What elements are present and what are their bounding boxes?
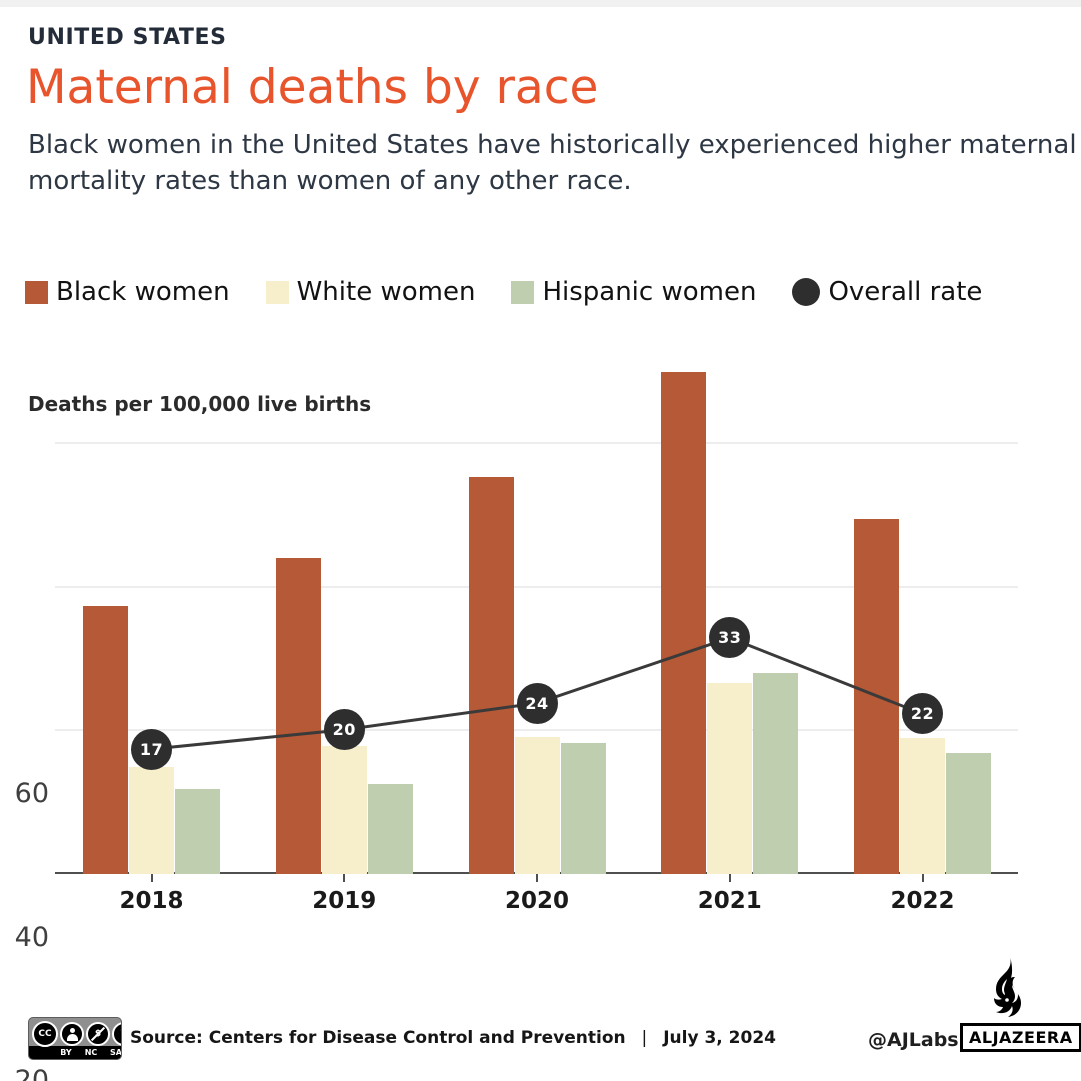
cc-sa-icon: ↻ [112,1022,121,1046]
x-tick [921,874,924,882]
overall-rate-marker-2022: 22 [902,693,943,735]
x-tick-label-2022: 2022 [890,888,955,914]
bar-white-women-2022 [900,737,945,874]
cc-license-badge: CC $ ↻ BY NC SA [28,1017,122,1060]
bar-black-women-2020 [468,477,514,874]
subtitle-line-2: mortality rates than women of any other … [28,166,632,196]
source-label: Source: [130,1028,203,1048]
bar-hispanic-women-2021 [753,673,799,874]
chart-legend: Black women White women Hispanic women Over… [25,277,982,307]
legend-swatch-square [25,280,48,304]
bar-black-women-2022 [854,518,899,874]
bar-black-women-2021 [661,372,707,874]
subtitle-line-1: Black women in the United States have hi… [28,130,1077,160]
chart: Deaths per 100,000 live births 2018 2019 2… [0,352,1081,1081]
overall-rate-value: 24 [525,693,549,713]
ajlabs-credit: @AJLabs [868,1029,959,1051]
legend-swatch-circle [792,278,821,306]
overall-rate-value: 33 [718,628,742,648]
aljazeera-wordmark: ALJAZEERA [960,1023,1081,1052]
legend-swatch-square [265,280,289,304]
y-tick-label-40: 40 [14,921,49,953]
bar-hispanic-women-2022 [946,752,991,874]
x-tick-label-2019: 2019 [312,888,377,914]
bar-hispanic-women-2018 [175,789,220,874]
kicker: UNITED STATES [28,25,227,50]
overall-rate-marker-2019: 20 [323,709,365,751]
y-tick-label-20: 20 [14,1065,49,1081]
cc-sa-label: SA [110,1048,122,1057]
legend-item-hispanic-women: Hispanic women [511,277,756,307]
overall-rate-value: 20 [332,720,356,740]
y-tick-label-60: 60 [14,778,49,810]
bar-black-women-2018 [83,606,128,874]
source-text: Centers for Disease Control and Preventi… [208,1028,626,1048]
x-tick-label-2020: 2020 [504,888,569,914]
source-line: Source: Centers for Disease Control and … [130,1028,776,1048]
overall-rate-marker-2020: 24 [516,682,558,724]
overall-rate-value: 22 [910,704,935,724]
bar-hispanic-women-2020 [560,743,606,874]
gridline-40 [55,585,1018,588]
y-axis-title: Deaths per 100,000 live births [28,392,372,416]
cc-by-label: BY [60,1048,72,1057]
bar-white-women-2019 [321,745,367,874]
legend-item-white-women: White women [265,277,476,307]
aljazeera-flame-icon [993,957,1021,1017]
cc-by-icon [60,1022,84,1046]
legend-label: White women [296,277,476,307]
bar-white-women-2020 [514,736,560,874]
x-tick [150,874,153,882]
cc-nc-icon: $ [86,1022,110,1046]
subtitle: Black women in the United States have hi… [28,127,1077,199]
legend-label: Hispanic women [542,277,757,307]
x-tick [536,874,538,882]
cc-nc-label: NC [84,1048,98,1057]
legend-label: Overall rate [828,277,983,307]
legend-item-black-women: Black women [25,277,230,307]
bar-hispanic-women-2019 [367,783,413,874]
legend-label: Black women [56,277,230,307]
gridline-60 [55,442,1018,445]
bar-white-women-2021 [707,683,753,874]
overall-rate-value: 17 [139,739,164,759]
page-title: Maternal deaths by race [26,60,599,115]
x-tick-label-2018: 2018 [119,888,184,914]
source-divider: | [641,1028,648,1048]
aljazeera-logo: ALJAZEERA [960,957,1081,1052]
legend-swatch-square [511,280,535,304]
overall-rate-marker-2021: 33 [709,617,751,659]
legend-item-overall-rate: Overall rate [792,277,982,307]
top-strip [0,0,1081,7]
source-date: July 3, 2024 [663,1028,776,1048]
x-tick [343,874,346,882]
cc-strip [29,1046,121,1059]
bar-black-women-2019 [275,558,321,874]
plot-area: 2018 2019 2020 2021 2022 17 20 24 33 22 [55,360,1018,914]
bar-white-women-2018 [129,767,174,874]
x-tick [728,874,731,882]
x-tick-label-2021: 2021 [697,888,762,914]
overall-rate-marker-2018: 17 [131,728,172,770]
cc-icon: CC [32,1021,58,1047]
